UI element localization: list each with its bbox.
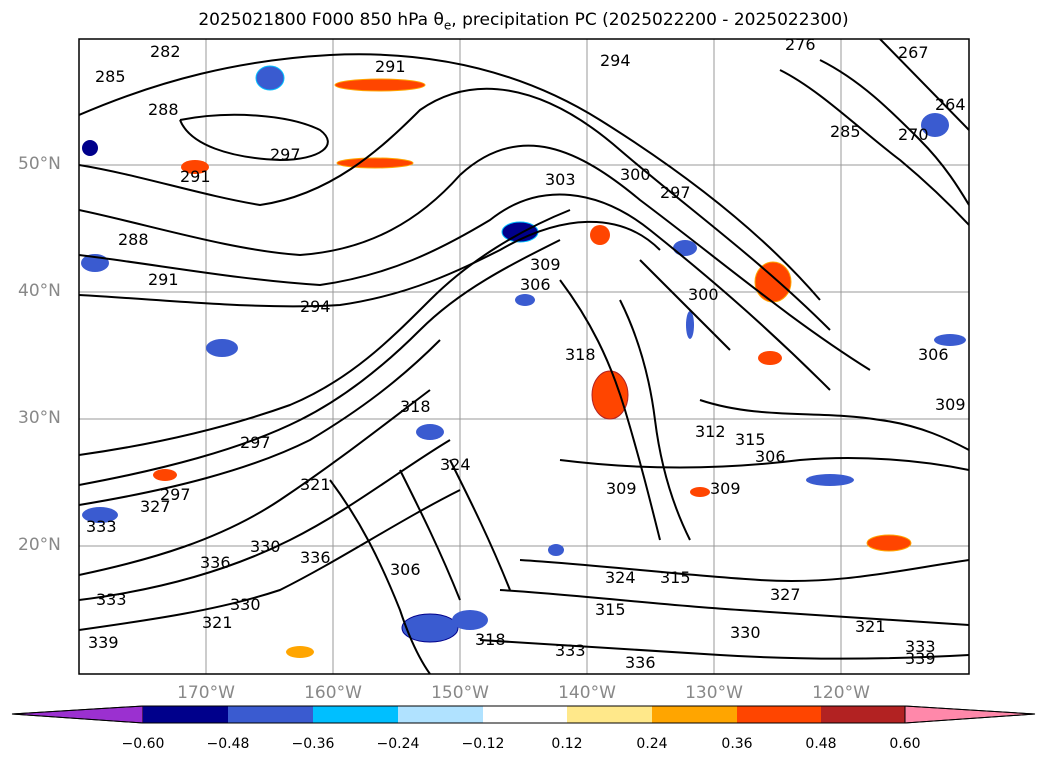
contour-label: 276 bbox=[785, 35, 816, 54]
colorbar-tick-label: 0.24 bbox=[636, 736, 668, 752]
contour-label: 291 bbox=[148, 270, 179, 289]
colorbar-tick-label: −0.36 bbox=[291, 736, 335, 752]
contour-label: 297 bbox=[240, 433, 271, 452]
graticule bbox=[79, 39, 969, 674]
contour-label: 309 bbox=[710, 479, 741, 498]
colorbar-bin bbox=[821, 706, 907, 723]
lat-label-30n: 30°N bbox=[18, 408, 61, 428]
contour-label: 303 bbox=[545, 170, 576, 189]
contour-label: 300 bbox=[688, 285, 719, 304]
title-subscript: e bbox=[443, 18, 452, 33]
lat-label-40n: 40°N bbox=[18, 281, 61, 301]
contour-label: 324 bbox=[605, 568, 636, 587]
colorbar-tick-label: −0.12 bbox=[461, 736, 505, 752]
colorbar-bin bbox=[398, 706, 484, 723]
contour-label: 333 bbox=[96, 590, 127, 609]
lon-label-170w: 170°W bbox=[177, 683, 235, 703]
colorbar-bin bbox=[228, 706, 314, 723]
title-suffix: , precipitation PC (2025022200 - 2025022… bbox=[451, 10, 849, 30]
contour-label: 336 bbox=[200, 553, 231, 572]
map-plot-area: 285 282 288 291 297 294 291 288 291 297 … bbox=[79, 35, 969, 674]
lon-label-140w: 140°W bbox=[558, 683, 616, 703]
colorbar bbox=[11, 705, 1036, 724]
colorbar-outline bbox=[11, 705, 1036, 724]
contour-label: 339 bbox=[88, 633, 119, 652]
contour-label: 285 bbox=[95, 67, 126, 86]
contour-label: 327 bbox=[140, 497, 171, 516]
colorbar-bin bbox=[567, 706, 653, 723]
colorbar-tick-label: −0.48 bbox=[206, 736, 250, 752]
contour-label: 318 bbox=[475, 630, 506, 649]
contour-label: 270 bbox=[898, 125, 929, 144]
colorbar-bin bbox=[313, 706, 399, 723]
lon-label-120w: 120°W bbox=[812, 683, 870, 703]
colorbar-tick-label: 0.60 bbox=[889, 736, 921, 752]
theta-e-contours bbox=[79, 39, 969, 674]
contour-label: 300 bbox=[620, 165, 651, 184]
contour-label: 318 bbox=[400, 397, 431, 416]
contour-label: 297 bbox=[160, 485, 191, 504]
contour-label: 288 bbox=[118, 230, 149, 249]
colorbar-max-extension bbox=[904, 705, 1036, 724]
contour-label: 291 bbox=[180, 167, 211, 186]
lon-label-130w: 130°W bbox=[685, 683, 743, 703]
contour-label: 321 bbox=[855, 617, 886, 636]
colorbar-bin bbox=[652, 706, 738, 723]
contour-label: 318 bbox=[565, 345, 596, 364]
contour-label: 315 bbox=[735, 430, 766, 449]
precipitation-shading bbox=[81, 65, 966, 658]
lon-label-160w: 160°W bbox=[304, 683, 362, 703]
contour-label: 285 bbox=[830, 122, 861, 141]
contour-label: 282 bbox=[150, 42, 181, 61]
contour-label: 333 bbox=[905, 637, 936, 656]
contour-label: 321 bbox=[202, 613, 233, 632]
lon-label-150w: 150°W bbox=[431, 683, 489, 703]
contour-label: 336 bbox=[625, 653, 656, 672]
contour-label: 333 bbox=[86, 517, 117, 536]
contour-label: 309 bbox=[606, 479, 637, 498]
contour-label: 339 bbox=[905, 649, 936, 668]
contour-label: 294 bbox=[600, 51, 631, 70]
lat-label-20n: 20°N bbox=[18, 535, 61, 555]
contour-label: 267 bbox=[898, 43, 929, 62]
lat-label-50n: 50°N bbox=[18, 154, 61, 174]
colorbar-bin bbox=[483, 706, 569, 723]
contour-label: 321 bbox=[300, 475, 331, 494]
contour-label: 297 bbox=[660, 183, 691, 202]
contour-label: 330 bbox=[250, 537, 281, 556]
contour-label: 330 bbox=[230, 595, 261, 614]
colorbar-tick-label: 0.12 bbox=[551, 736, 583, 752]
contour-label: 297 bbox=[270, 145, 301, 164]
contour-label: 336 bbox=[300, 548, 331, 567]
contour-label: 327 bbox=[770, 585, 801, 604]
contour-label: 291 bbox=[375, 57, 406, 76]
title-prefix: 2025021800 F000 850 hPa θ bbox=[198, 10, 444, 30]
contour-label: 324 bbox=[440, 455, 471, 474]
contour-label: 333 bbox=[555, 641, 586, 660]
contour-label: 309 bbox=[530, 255, 561, 274]
contour-label: 294 bbox=[300, 297, 331, 316]
map-title: 2025021800 F000 850 hPa θe, precipitatio… bbox=[0, 10, 1047, 32]
colorbar-tick-label: −0.24 bbox=[376, 736, 420, 752]
contour-label: 330 bbox=[730, 623, 761, 642]
contour-label: 306 bbox=[520, 275, 551, 294]
contour-label: 306 bbox=[390, 560, 421, 579]
colorbar-bin bbox=[143, 706, 229, 723]
contour-label: 309 bbox=[935, 395, 966, 414]
map-frame bbox=[78, 38, 970, 675]
colorbar-tick-label: −0.60 bbox=[121, 736, 165, 752]
contour-label: 306 bbox=[755, 447, 786, 466]
colorbar-min-extension bbox=[11, 705, 144, 724]
colorbar-tick-label: 0.36 bbox=[721, 736, 753, 752]
colorbar-tick-label: 0.48 bbox=[805, 736, 837, 752]
contour-label: 264 bbox=[935, 95, 966, 114]
colorbar-bin bbox=[737, 706, 823, 723]
contour-label: 306 bbox=[918, 345, 949, 364]
contour-label: 312 bbox=[695, 422, 726, 441]
contour-label: 288 bbox=[148, 100, 179, 119]
contour-label: 315 bbox=[660, 568, 691, 587]
contour-label: 315 bbox=[595, 600, 626, 619]
contour-labels: 285 282 288 291 297 294 291 288 291 297 … bbox=[86, 35, 966, 672]
